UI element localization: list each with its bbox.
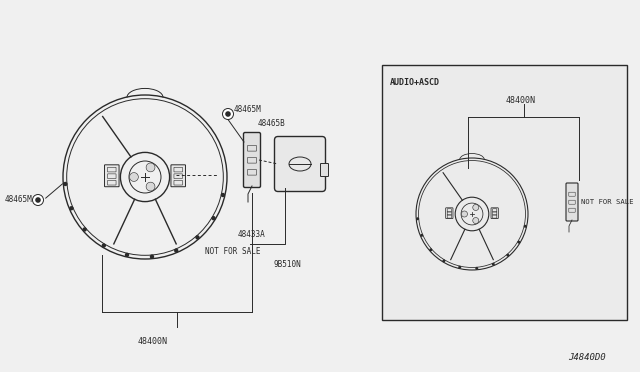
FancyBboxPatch shape bbox=[445, 208, 453, 218]
Text: 48465B: 48465B bbox=[258, 119, 285, 128]
Circle shape bbox=[420, 234, 423, 237]
Circle shape bbox=[429, 248, 432, 251]
FancyBboxPatch shape bbox=[104, 165, 119, 187]
Circle shape bbox=[174, 248, 179, 253]
Bar bbox=[382, 65, 627, 320]
Circle shape bbox=[458, 266, 461, 269]
Circle shape bbox=[223, 109, 234, 119]
Circle shape bbox=[125, 253, 129, 257]
Circle shape bbox=[225, 111, 231, 117]
Circle shape bbox=[211, 216, 216, 220]
Circle shape bbox=[476, 267, 478, 270]
Circle shape bbox=[146, 182, 155, 191]
Circle shape bbox=[129, 173, 138, 182]
Text: NOT FOR SALE: NOT FOR SALE bbox=[205, 247, 260, 256]
Circle shape bbox=[69, 206, 74, 211]
Text: 48400N: 48400N bbox=[138, 337, 168, 346]
Text: 48433A: 48433A bbox=[238, 230, 266, 239]
Circle shape bbox=[83, 227, 87, 232]
FancyBboxPatch shape bbox=[275, 137, 326, 192]
FancyBboxPatch shape bbox=[321, 164, 328, 176]
Circle shape bbox=[506, 254, 509, 257]
Circle shape bbox=[473, 205, 479, 211]
Circle shape bbox=[63, 182, 68, 186]
Text: AUDIO+ASCD: AUDIO+ASCD bbox=[390, 78, 440, 87]
Circle shape bbox=[102, 243, 106, 248]
FancyBboxPatch shape bbox=[491, 208, 499, 218]
Circle shape bbox=[524, 225, 527, 228]
Circle shape bbox=[517, 241, 520, 244]
FancyBboxPatch shape bbox=[243, 132, 260, 187]
Text: 9B510N: 9B510N bbox=[274, 260, 301, 269]
Circle shape bbox=[461, 211, 467, 217]
Text: J4840D0: J4840D0 bbox=[568, 353, 605, 362]
Circle shape bbox=[492, 263, 495, 266]
FancyBboxPatch shape bbox=[171, 165, 186, 187]
Circle shape bbox=[442, 259, 445, 262]
Circle shape bbox=[146, 163, 155, 172]
Text: 48465M: 48465M bbox=[234, 105, 262, 114]
Circle shape bbox=[150, 254, 154, 259]
Text: NOT FOR SALE: NOT FOR SALE bbox=[581, 199, 634, 205]
FancyBboxPatch shape bbox=[566, 183, 578, 221]
Text: 48465M: 48465M bbox=[5, 195, 33, 204]
Circle shape bbox=[195, 235, 200, 240]
Text: 48400N: 48400N bbox=[506, 96, 536, 105]
Circle shape bbox=[473, 218, 479, 224]
Circle shape bbox=[221, 193, 225, 197]
Circle shape bbox=[416, 217, 419, 220]
Circle shape bbox=[35, 197, 41, 203]
Circle shape bbox=[33, 195, 44, 205]
